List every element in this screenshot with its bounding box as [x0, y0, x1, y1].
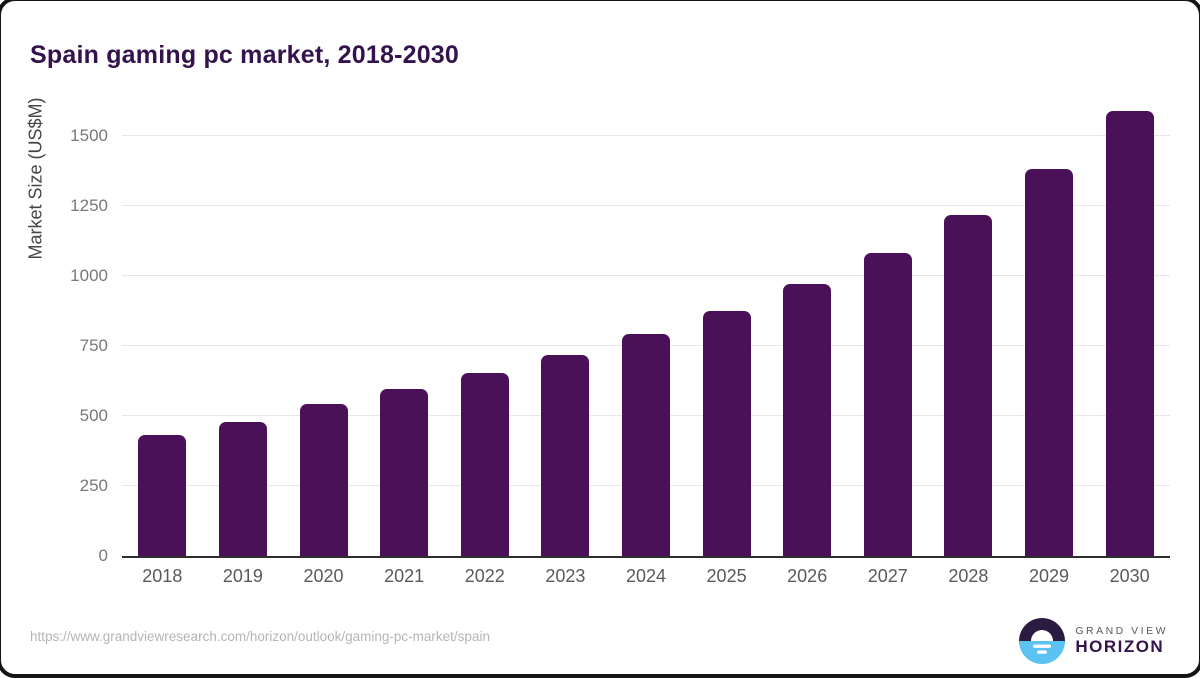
bar-slot-2018 — [122, 100, 203, 556]
y-tick-label-250: 250 — [79, 476, 108, 495]
source-url: https://www.grandviewresearch.com/horizo… — [30, 629, 490, 644]
plot-area: 0 250 500 750 1000 1250 1500 — [70, 100, 1170, 565]
bar-slot-2022 — [444, 100, 525, 556]
x-tick-label-2018: 2018 — [142, 566, 183, 586]
bar-2028 — [944, 214, 993, 556]
bar-series — [122, 100, 1170, 556]
bar-slot-2028 — [928, 100, 1009, 556]
bar-slot-2024 — [606, 100, 687, 556]
y-tick-label-1250: 1250 — [70, 196, 108, 215]
logo-wordmark: GRAND VIEW HORIZON — [1075, 625, 1168, 657]
bar-slot-2023 — [525, 100, 606, 556]
y-tick-label-750: 750 — [79, 336, 108, 355]
gridline-1500 — [122, 135, 1170, 136]
x-tick-label-2030: 2030 — [1109, 566, 1150, 586]
bar-2020 — [299, 403, 348, 556]
bar-2019 — [218, 421, 267, 556]
chart-title: Spain gaming pc market, 2018-2030 — [30, 40, 460, 69]
x-tick-label-2023: 2023 — [545, 566, 586, 586]
x-tick-label-2028: 2028 — [948, 566, 989, 586]
x-tick-label-2025: 2025 — [706, 566, 747, 586]
y-tick-label-0: 0 — [98, 546, 108, 565]
x-tick-label-2019: 2019 — [222, 566, 263, 586]
bar-slot-2027 — [847, 100, 928, 556]
bar-2029 — [1025, 168, 1073, 556]
bar-slot-2030 — [1089, 100, 1170, 556]
bar-slot-2025 — [686, 100, 767, 556]
logo-horizon-text: HORIZON — [1075, 637, 1165, 657]
gridline-1250 — [122, 205, 1170, 206]
bar-2021 — [380, 389, 429, 556]
bar-2030 — [1105, 110, 1154, 556]
x-tick-label-2022: 2022 — [464, 566, 505, 586]
x-tick-label-2029: 2029 — [1028, 566, 1070, 586]
x-axis-labels: 2018 2019 2020 2021 2022 2023 2024 2025 2026 2027… — [122, 566, 1170, 587]
logo-grand-view-text: GRAND VIEW — [1075, 625, 1168, 638]
y-tick-label-1500: 1500 — [70, 126, 108, 145]
bar-2027 — [863, 253, 912, 556]
x-tick-label-2024: 2024 — [625, 566, 666, 586]
bar-2023 — [541, 354, 590, 556]
sunrise-logo-icon — [1019, 618, 1066, 664]
x-tick-label-2027: 2027 — [867, 566, 908, 586]
y-axis-title: Market Size (US$M) — [25, 97, 46, 260]
bar-2026 — [783, 284, 832, 556]
bar-slot-2021 — [364, 100, 445, 556]
x-tick-label-2021: 2021 — [384, 566, 425, 586]
bar-2024 — [621, 333, 670, 556]
grand-view-horizon-logo: GRAND VIEW HORIZON — [1019, 618, 1168, 664]
bar-slot-2029 — [1009, 100, 1090, 556]
bar-slot-2019 — [203, 100, 284, 556]
y-tick-label-500: 500 — [79, 406, 108, 425]
bar-slot-2026 — [767, 100, 848, 556]
x-tick-label-2026: 2026 — [787, 566, 828, 586]
bar-slot-2020 — [283, 100, 364, 556]
bar-2018 — [138, 435, 187, 556]
y-tick-label-1000: 1000 — [70, 266, 108, 285]
gridline-1000 — [122, 275, 1170, 276]
bar-2022 — [460, 372, 509, 556]
bar-2025 — [702, 311, 751, 556]
x-tick-label-2020: 2020 — [303, 566, 344, 586]
